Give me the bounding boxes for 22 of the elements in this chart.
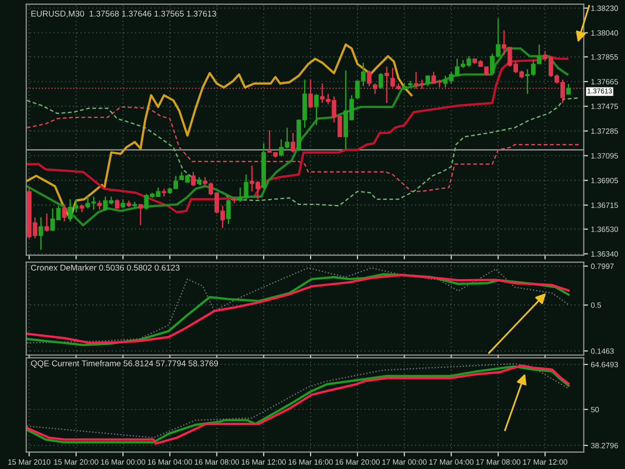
chart-title: QQE Current Timeframe 56.8124 57.7794 58.3769 <box>31 360 218 368</box>
candlestick <box>314 93 319 126</box>
candlestick <box>384 66 390 104</box>
line-series <box>26 43 413 220</box>
candlestick <box>191 171 196 187</box>
candlestick <box>97 200 102 210</box>
candlestick <box>372 82 378 95</box>
chart-title: Cronex DeMarker 0.5036 0.5802 0.6123 <box>31 264 180 271</box>
candlestick <box>120 198 126 209</box>
candlestick <box>38 216 44 251</box>
candlestick <box>62 204 67 222</box>
candlestick <box>366 70 372 87</box>
candlestick <box>426 75 430 87</box>
candlestick <box>114 198 120 209</box>
candlestick <box>44 212 50 232</box>
line-series <box>26 106 581 192</box>
candlestick <box>138 204 143 226</box>
text: EURUSD,M30 1.37568 1.37646 1.37565 1.37613 <box>31 10 216 18</box>
candlestick <box>308 79 313 109</box>
candlestick <box>226 198 231 225</box>
candlestick <box>290 132 296 154</box>
candlestick <box>378 72 384 90</box>
